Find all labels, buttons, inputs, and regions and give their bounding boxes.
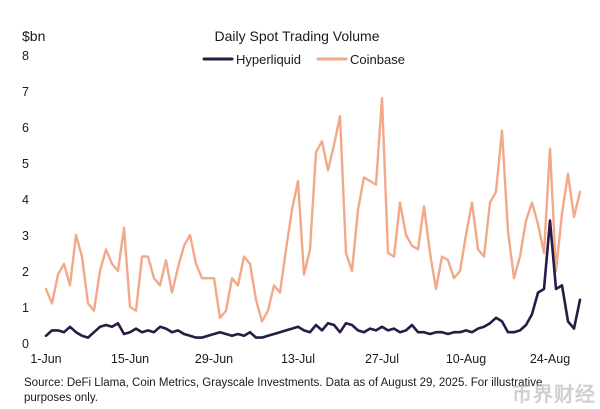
- x-tick-label: 24-Aug: [530, 352, 570, 366]
- y-tick-label: 2: [22, 265, 29, 279]
- legend: Hyperliquid Coinbase: [202, 52, 405, 67]
- y-tick-label: 5: [22, 157, 29, 171]
- y-axis-label: $bn: [22, 28, 45, 44]
- y-axis-ticks: 0 1 2 3 4 5 6 7 8: [22, 49, 29, 351]
- y-tick-label: 7: [22, 85, 29, 99]
- series-line-hyperliquid: [44, 219, 582, 339]
- legend-label-hyperliquid: Hyperliquid: [236, 52, 301, 67]
- x-tick-label: 15-Jun: [111, 352, 149, 366]
- x-tick-label: 27-Jul: [365, 352, 399, 366]
- x-axis-ticks: 1-Jun 15-Jun 29-Jun 13-Jul 27-Jul 10-Aug 24-Au…: [30, 352, 570, 366]
- x-tick-label: 10-Aug: [446, 352, 486, 366]
- y-tick-label: 3: [22, 229, 29, 243]
- y-tick-label: 0: [22, 337, 29, 351]
- watermark-logo: 币界财经: [512, 384, 596, 406]
- x-tick-label: 29-Jun: [195, 352, 233, 366]
- chart-title: Daily Spot Trading Volume: [215, 28, 380, 44]
- x-tick-label: 13-Jul: [281, 352, 315, 366]
- y-tick-label: 1: [22, 301, 29, 315]
- source-footnote: Source: DeFi Llama, Coin Metrics, Graysc…: [24, 377, 543, 404]
- series-layer: [44, 96, 582, 339]
- series-line-coinbase: [44, 96, 582, 323]
- x-tick-label: 1-Jun: [30, 352, 61, 366]
- y-tick-label: 4: [22, 193, 29, 207]
- legend-label-coinbase: Coinbase: [350, 52, 405, 67]
- y-tick-label: 6: [22, 121, 29, 135]
- y-tick-label: 8: [22, 49, 29, 63]
